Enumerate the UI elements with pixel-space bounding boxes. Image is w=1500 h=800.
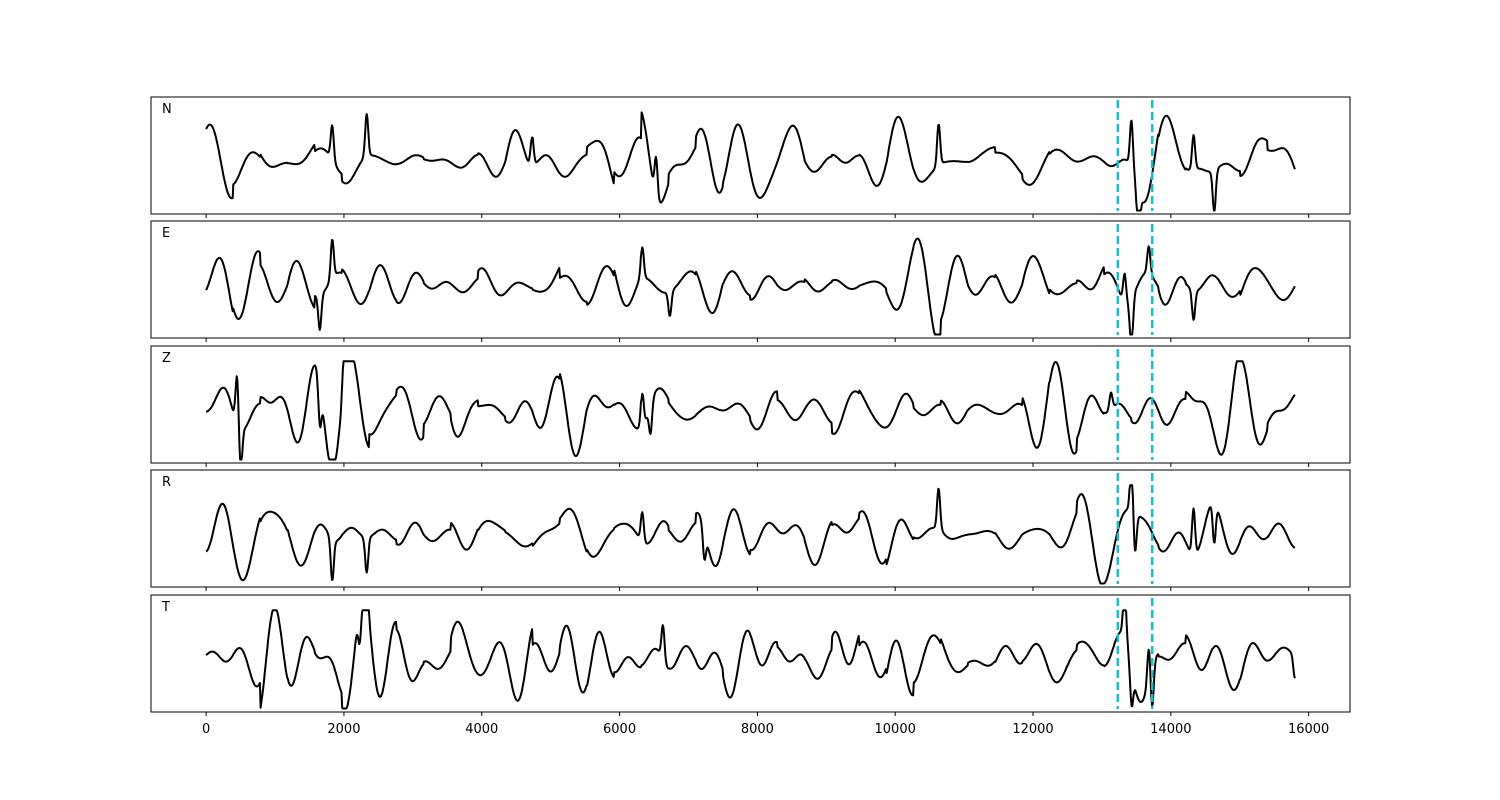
- x-tick-label: 0: [202, 722, 210, 737]
- waveform-trace: [205, 111, 1296, 212]
- waveform-trace: [205, 484, 1296, 585]
- panel-frame: [150, 96, 1351, 215]
- waveform-trace: [205, 609, 1296, 710]
- panel-t: T: [150, 594, 1351, 716]
- panel-r: R: [150, 469, 1351, 591]
- panel-label: E: [162, 226, 170, 241]
- panel-label: R: [162, 475, 171, 490]
- x-tick-label: 8000: [741, 722, 774, 737]
- x-tick-label: 16000: [1288, 722, 1329, 737]
- panel-label: T: [161, 600, 170, 615]
- x-axis: 0 2000 4000 6000 8000 10000 12000 14000 16000: [202, 722, 1329, 737]
- panels-group: N E Z R T: [150, 96, 1351, 716]
- panel-frame: [150, 345, 1351, 464]
- panel-frame: [150, 469, 1351, 588]
- x-tick-label: 12000: [1012, 722, 1053, 737]
- panel-frame: [150, 594, 1351, 713]
- panel-e: E: [150, 220, 1351, 342]
- x-tick-label: 10000: [875, 722, 916, 737]
- waveform-trace: [205, 237, 1296, 336]
- panel-frame: [150, 220, 1351, 339]
- panel-label: N: [162, 102, 172, 117]
- x-tick-label: 14000: [1150, 722, 1191, 737]
- x-tick-label: 2000: [327, 722, 360, 737]
- x-tick-label: 6000: [603, 722, 636, 737]
- waveform-trace: [205, 360, 1296, 461]
- panel-n: N: [150, 96, 1351, 218]
- panel-label: Z: [162, 351, 171, 366]
- panel-z: Z: [150, 345, 1351, 467]
- x-tick-label: 4000: [465, 722, 498, 737]
